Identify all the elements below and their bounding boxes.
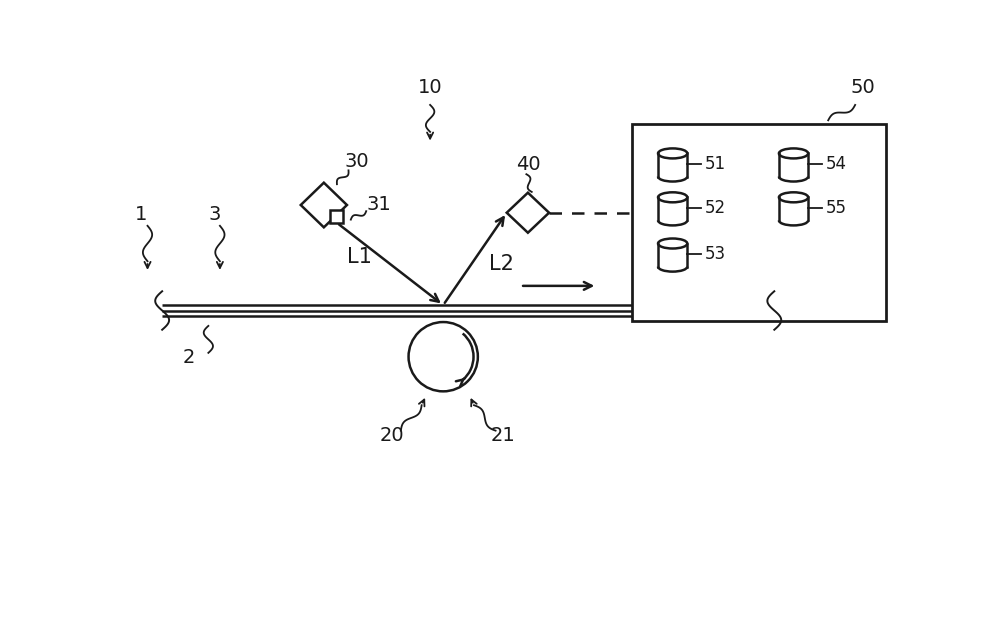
Text: 54: 54 [826,155,847,173]
Text: 55: 55 [826,198,847,217]
Polygon shape [301,183,347,227]
Polygon shape [507,193,549,233]
Text: 53: 53 [705,245,726,263]
Text: 51: 51 [705,155,726,173]
Text: 52: 52 [705,198,726,217]
Text: 20: 20 [380,426,405,446]
Bar [632,124,886,321]
Text: L1: L1 [347,246,372,267]
Text: 31: 31 [366,195,391,215]
Text: 40: 40 [516,155,541,174]
Text: 30: 30 [345,152,369,170]
Text: 3: 3 [208,205,221,225]
Text: 1: 1 [135,205,148,225]
Text: 10: 10 [418,79,442,97]
Text: 50: 50 [850,79,875,97]
Text: 21: 21 [491,426,516,446]
Polygon shape [330,210,343,223]
Text: L2: L2 [489,255,514,275]
Text: 2: 2 [183,348,195,367]
